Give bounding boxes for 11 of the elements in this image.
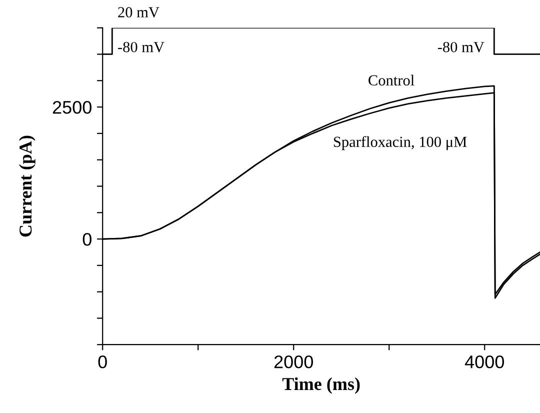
- x-tick-label: 4000: [464, 356, 504, 368]
- x-tick-label: 2000: [274, 356, 313, 368]
- x-tick-label: 0: [98, 356, 107, 368]
- annotation: -80 mV: [118, 42, 164, 52]
- y-axis-title: Current (pA): [18, 136, 36, 237]
- annotation: Control: [368, 74, 414, 86]
- x-axis-title: Time (ms): [282, 377, 360, 394]
- text: 20 mV: [118, 7, 160, 18]
- annotation: Sparfloxacin, 100 μM: [334, 136, 467, 150]
- annotation: -80 mV: [438, 42, 484, 52]
- y-tick-label: 2500: [52, 100, 92, 114]
